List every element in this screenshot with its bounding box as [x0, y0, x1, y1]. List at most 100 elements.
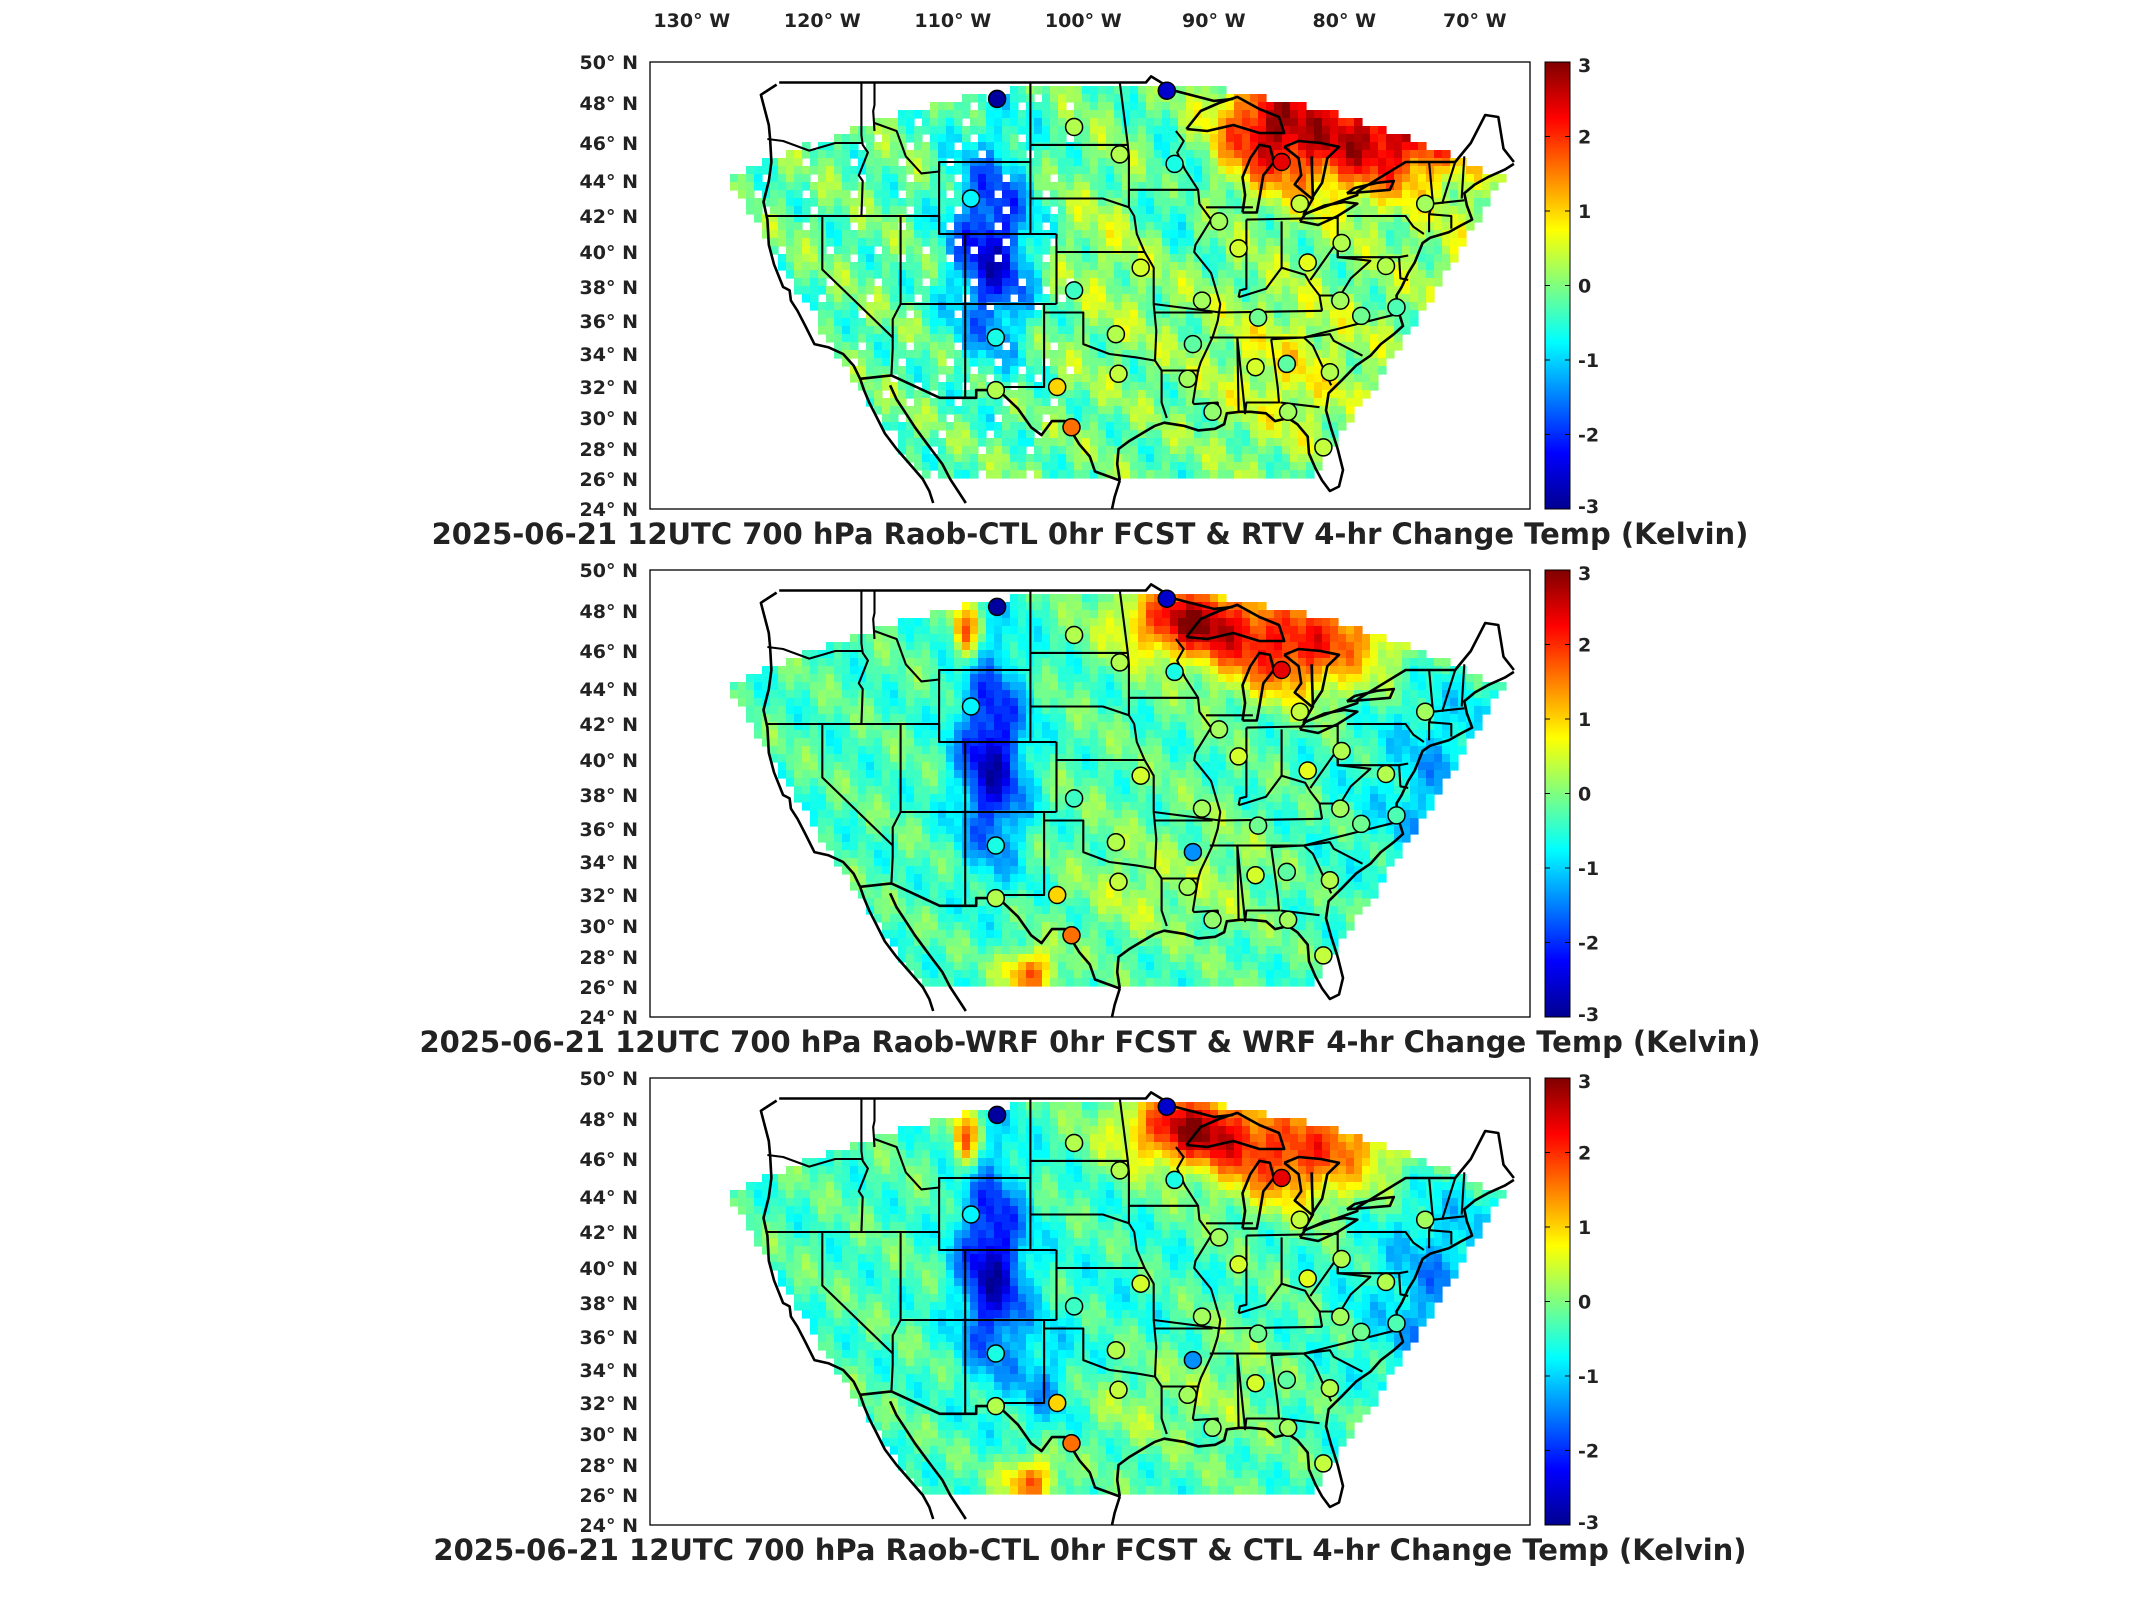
raob-station-marker: [1277, 862, 1297, 882]
colorbar-tick-label: -3: [1578, 496, 1599, 518]
raob-station-marker: [1209, 720, 1229, 739]
state-border: [1460, 1172, 1466, 1215]
raob-station-marker: [1178, 877, 1197, 897]
state-border: [1030, 705, 1130, 717]
longitude-tick-label: 100° W: [1045, 10, 1122, 32]
state-border: [1460, 156, 1466, 199]
great-lake-outline: [1346, 687, 1396, 703]
state-border: [1303, 1349, 1363, 1373]
state-border: [1118, 82, 1168, 419]
raob-station-marker: [1106, 1340, 1126, 1360]
raob-station-marker: [1047, 377, 1067, 397]
great-lake-outline: [1241, 651, 1276, 722]
latitude-tick-label: 28° N: [580, 1455, 638, 1477]
state-border: [1429, 1229, 1453, 1245]
coastline: [1110, 480, 1122, 509]
state-border: [1303, 841, 1363, 865]
raob-station-marker: [1106, 832, 1126, 852]
map-panel: 50° N 48° N 46° N 44° N 42° N 40° N 38° N 36° N…: [432, 52, 1749, 551]
great-lake-outline: [1283, 139, 1341, 200]
latitude-tick-label: 42° N: [580, 1222, 638, 1244]
raob-station-marker: [961, 189, 981, 208]
latitude-tick-label: 38° N: [580, 785, 638, 807]
raob-station-marker: [1331, 291, 1350, 310]
latitude-tick-label: 30° N: [580, 916, 638, 938]
raob-station-marker: [1278, 402, 1298, 422]
raob-station-marker: [1376, 764, 1396, 784]
colorbar-tick-label: 2: [1578, 127, 1591, 149]
raob-station-marker: [987, 1105, 1007, 1125]
raob-station-marker: [1110, 1161, 1130, 1180]
latitude-tick-label: 40° N: [580, 242, 638, 264]
raob-station-marker: [1246, 357, 1265, 377]
raob-station-marker: [986, 836, 1006, 855]
raob-station-marker: [1062, 926, 1081, 945]
raob-station-marker: [1387, 806, 1406, 825]
state-border: [767, 137, 863, 152]
state-border: [997, 1320, 1046, 1405]
raob-station-marker: [1183, 334, 1203, 354]
raob-station-marker: [1203, 1418, 1222, 1438]
raob-station-marker: [1209, 212, 1229, 231]
colorbar-tick-label: -1: [1578, 350, 1599, 372]
state-border: [1398, 257, 1409, 282]
colorbar-tick-label: 0: [1578, 1292, 1591, 1314]
raob-station-marker: [1062, 418, 1081, 437]
latitude-tick-label: 38° N: [580, 277, 638, 299]
state-border: [1236, 845, 1240, 920]
state-border: [857, 590, 869, 725]
state-border: [857, 1098, 869, 1233]
great-lake-outline: [1283, 1155, 1341, 1216]
colorbar-tick-label: -2: [1578, 1441, 1599, 1463]
raob-station-marker: [1165, 662, 1184, 682]
raob-station-marker: [1277, 1370, 1297, 1390]
raob-station-marker: [1165, 1170, 1184, 1190]
state-border: [938, 1178, 1057, 1252]
raob-stations: [961, 589, 1435, 965]
latitude-tick-label: 32° N: [580, 885, 638, 907]
raob-station-marker: [1131, 766, 1150, 785]
raob-station-marker: [1320, 362, 1340, 382]
state-border: [1246, 216, 1338, 221]
raob-station-marker: [1351, 306, 1371, 326]
state-border: [1153, 302, 1221, 314]
state-border: [1118, 590, 1168, 927]
raob-station-marker: [1332, 1249, 1351, 1269]
raob-station-marker: [987, 89, 1007, 109]
latitude-tick-label: 24° N: [580, 1007, 638, 1029]
latitude-tick-label: 24° N: [580, 499, 638, 521]
coastline: [888, 384, 967, 504]
latitude-tick-label: 50° N: [580, 560, 638, 582]
raob-station-marker: [1246, 1373, 1265, 1393]
raob-station-marker: [1178, 369, 1197, 389]
raob-station-marker: [1351, 814, 1371, 834]
raob-station-marker: [1314, 438, 1333, 457]
state-border: [1237, 219, 1248, 298]
latitude-tick-label: 36° N: [580, 1327, 638, 1349]
raob-station-marker: [1106, 324, 1126, 344]
raob-station-marker: [1183, 1350, 1203, 1370]
raob-station-marker: [1047, 1393, 1067, 1413]
raob-station-marker: [1192, 291, 1212, 310]
great-lake-outline: [1346, 1195, 1396, 1211]
coastline: [1115, 162, 1515, 493]
latitude-tick-label: 50° N: [580, 52, 638, 74]
colorbar-tick-label: 3: [1578, 563, 1591, 585]
state-border: [1044, 1327, 1156, 1378]
state-border: [1271, 844, 1333, 894]
longitude-tick-label: 80° W: [1313, 10, 1377, 32]
raob-station-marker: [1277, 354, 1297, 374]
coastline: [759, 591, 935, 1012]
map-frame: [649, 569, 1531, 1018]
colorbar-tick-label: 0: [1578, 784, 1591, 806]
great-lake-outline: [1185, 1111, 1286, 1151]
state-border: [1441, 669, 1457, 713]
country-border: [1302, 621, 1515, 724]
state-border: [1236, 1353, 1281, 1431]
temperature-field: [730, 594, 1507, 987]
longitude-tick-label: 70° W: [1443, 10, 1507, 32]
raob-station-marker: [986, 1344, 1006, 1363]
raob-station-marker: [1387, 1314, 1406, 1333]
raob-station-marker: [1157, 1097, 1177, 1116]
colorbar-tick-label: -3: [1578, 1004, 1599, 1026]
